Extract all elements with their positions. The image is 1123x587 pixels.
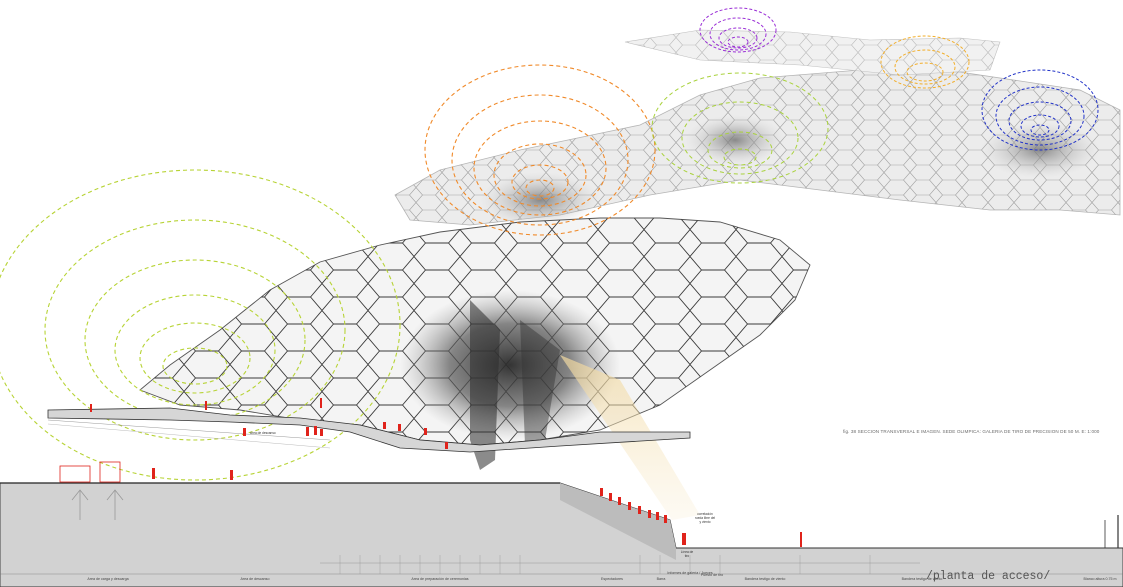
zone-label: Area de carga y descarga <box>87 577 129 581</box>
ripple-orange <box>424 64 656 236</box>
zone-label: Barra <box>656 577 666 581</box>
firing-line-label: Línea de tiro <box>680 550 694 558</box>
ripple-light-green <box>651 72 829 184</box>
lower-canopy <box>139 217 811 470</box>
ripple-purple <box>699 7 777 53</box>
mid-section <box>47 407 691 453</box>
zone-label: Bandera testigo de viento <box>901 577 943 581</box>
rest-area-label: Area de descanso <box>250 431 276 435</box>
zone-label: Area de descanso <box>240 577 270 581</box>
zone-label: Area de preparación de ceremonias <box>411 577 469 581</box>
wind-correlation-annotation: correlación rueda libre del y viento <box>694 512 716 524</box>
access-floor-label: /planta de acceso/ <box>926 570 1051 583</box>
ground-section <box>0 461 1123 587</box>
zone-label: Blanco altura 0.75 m <box>1083 577 1117 581</box>
zone-label: Bandera testigo de viento <box>744 577 786 581</box>
figure-caption: fig. 38 SECCION TRANSVERSAL E IMAGEN. SE… <box>843 429 1100 434</box>
ripple-yellow <box>880 35 970 89</box>
zone-label: Espectadores <box>601 577 623 581</box>
zone-label: Puesto de tiro <box>700 573 724 577</box>
zone-label: Informes de galería / Jueces <box>667 571 713 575</box>
spectator-figures <box>90 398 802 547</box>
ripple-blue <box>981 69 1099 151</box>
upper-canopy <box>394 29 1121 228</box>
